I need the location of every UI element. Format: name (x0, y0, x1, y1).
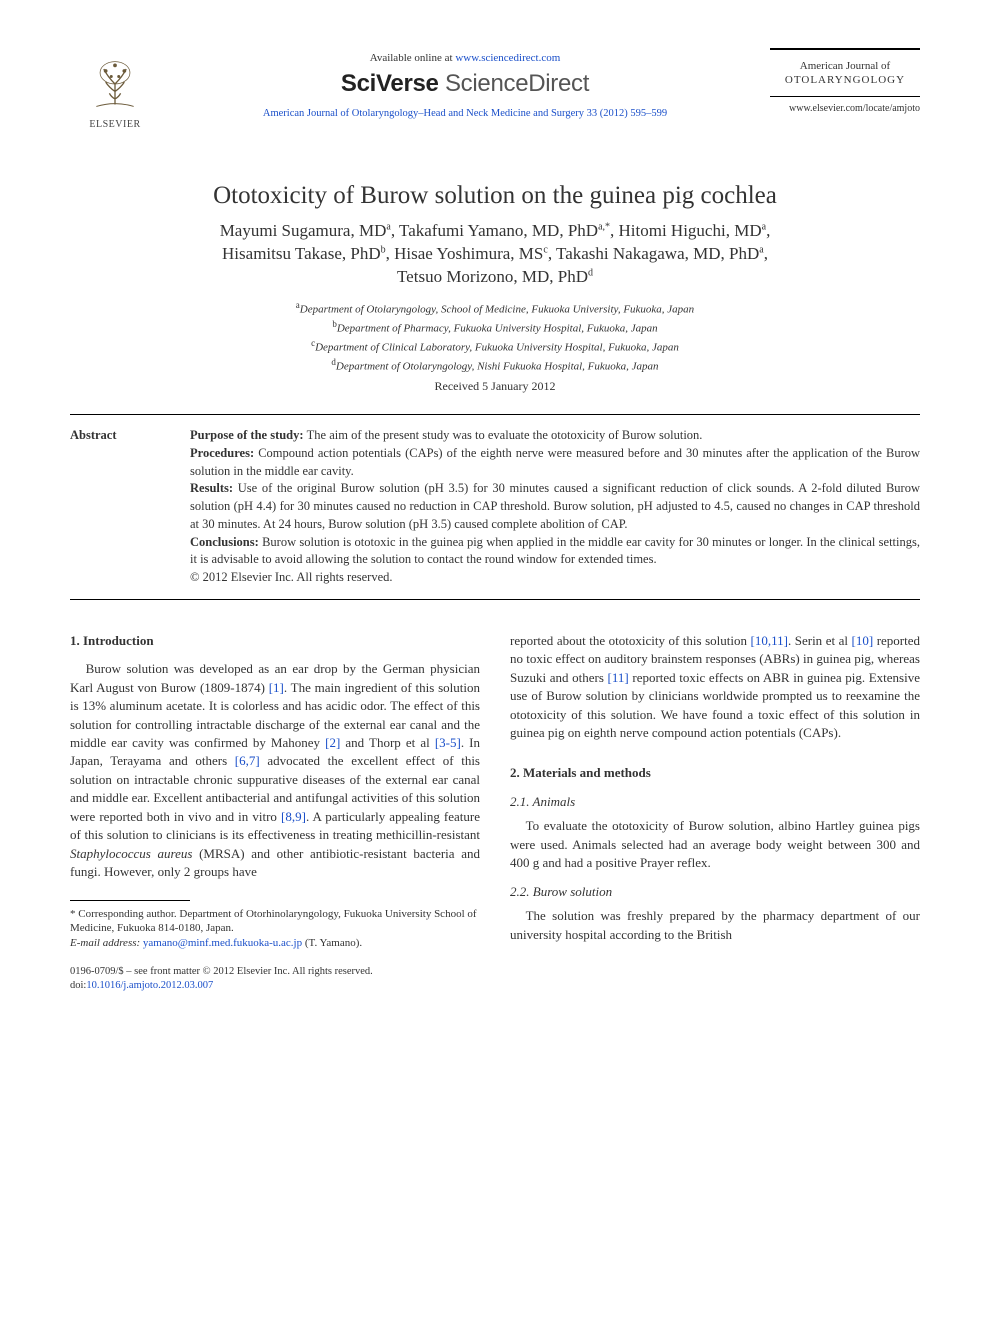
available-online-line: Available online at www.sciencedirect.co… (160, 52, 770, 64)
email-link[interactable]: yamano@minf.med.fukuoka-u.ac.jp (143, 937, 302, 949)
publisher-logo-block: ELSEVIER (70, 48, 160, 130)
citation-link[interactable]: [3-5] (435, 735, 461, 750)
affil-sup: a (762, 221, 766, 232)
brand-strong: SciVerse (341, 70, 445, 97)
text: and Thorp et al (340, 735, 435, 750)
column-left: 1. Introduction Burow solution was devel… (70, 632, 480, 994)
affiliation: Department of Otolaryngology, Nishi Fuku… (336, 361, 659, 373)
locate-url[interactable]: www.elsevier.com/locate/amjoto (770, 103, 920, 114)
journal-citation-line[interactable]: American Journal of Otolaryngology–Head … (160, 108, 770, 119)
animals-paragraph: To evaluate the ototoxicity of Burow sol… (510, 817, 920, 872)
abstract-purpose-heading: Purpose of the study: (190, 428, 307, 442)
elsevier-tree-icon (87, 56, 143, 112)
authors-block: Mayumi Sugamura, MD a , Takafumi Yamano, M… (115, 220, 875, 289)
affiliation: Department of Otolaryngology, School of … (300, 303, 694, 315)
section-2-title: 2. Materials and methods (510, 764, 920, 782)
email-label: E-mail address: (70, 937, 143, 949)
abstract-results-text: Use of the original Burow solution (pH 3… (190, 481, 920, 531)
citation-link[interactable]: [11] (608, 670, 629, 685)
journal-name-line1: American Journal of (770, 60, 920, 74)
platform-brand: SciVerse ScienceDirect (160, 70, 770, 98)
citation-link[interactable]: [8,9] (281, 809, 306, 824)
abstract-body: Purpose of the study: The aim of the pre… (190, 427, 920, 587)
front-matter-line: 0196-0709/$ – see front matter © 2012 El… (70, 965, 480, 979)
doi-prefix: doi: (70, 980, 86, 991)
author: Hisamitsu Takase, PhD (222, 244, 381, 263)
author: Tetsuo Morizono, MD, PhD (397, 267, 588, 286)
author: , Takashi Nakagawa, MD, PhD (548, 244, 759, 263)
abstract-procedures-text: Compound action potentials (CAPs) of the… (190, 446, 920, 478)
affiliations-block: aDepartment of Otolaryngology, School of… (70, 299, 920, 375)
journal-header: ELSEVIER Available online at www.science… (70, 48, 920, 130)
text: . Serin et al (788, 633, 852, 648)
text: reported about the ototoxicity of this s… (510, 633, 751, 648)
available-prefix: Available online at (370, 52, 456, 64)
abstract-conclusions-heading: Conclusions: (190, 535, 262, 549)
body-columns: 1. Introduction Burow solution was devel… (70, 632, 920, 994)
citation-link[interactable]: [10,11] (751, 633, 788, 648)
section-2-2-title: 2.2. Burow solution (510, 883, 920, 901)
doi-link[interactable]: 10.1016/j.amjoto.2012.03.007 (86, 980, 213, 991)
footnote-rule (70, 900, 190, 901)
citation-link[interactable]: [2] (325, 735, 340, 750)
email-tail: (T. Yamano). (302, 937, 362, 949)
header-center: Available online at www.sciencedirect.co… (160, 48, 770, 119)
citation-link[interactable]: [6,7] (235, 753, 260, 768)
section-2-1-title: 2.1. Animals (510, 793, 920, 811)
species-name: Staphylococcus aureus (70, 846, 192, 861)
affil-sup: a,* (598, 221, 610, 232)
affil-sup: a (759, 244, 763, 255)
abstract-purpose-text: The aim of the present study was to eval… (307, 428, 703, 442)
corr-author-text: * Corresponding author. Department of Ot… (70, 907, 480, 937)
copyright-footer: 0196-0709/$ – see front matter © 2012 El… (70, 965, 480, 993)
affiliation: Department of Clinical Laboratory, Fukuo… (315, 342, 679, 354)
journal-title-block: American Journal of OTOLARYNGOLOGY www.e… (770, 48, 920, 114)
sciencedirect-link[interactable]: www.sciencedirect.com (455, 52, 560, 64)
column-right: reported about the ototoxicity of this s… (510, 632, 920, 994)
abstract-results-heading: Results: (190, 481, 238, 495)
received-date: Received 5 January 2012 (70, 379, 920, 394)
rule-bottom (770, 96, 920, 97)
journal-name-line2: OTOLARYNGOLOGY (770, 74, 920, 86)
intro-paragraph: Burow solution was developed as an ear d… (70, 660, 480, 881)
author: Mayumi Sugamura, MD (220, 221, 387, 240)
publisher-name: ELSEVIER (70, 119, 160, 130)
brand-light: ScienceDirect (445, 70, 589, 97)
abstract-copyright: © 2012 Elsevier Inc. All rights reserved… (190, 570, 393, 584)
rule-top (770, 48, 920, 50)
burow-solution-paragraph: The solution was freshly prepared by the… (510, 907, 920, 944)
section-1-title: 1. Introduction (70, 632, 480, 650)
abstract-procedures-heading: Procedures: (190, 446, 258, 460)
article-title: Ototoxicity of Burow solution on the gui… (70, 182, 920, 210)
author: , Hitomi Higuchi, MD (610, 221, 762, 240)
citation-link[interactable]: [1] (269, 680, 284, 695)
abstract-label: Abstract (70, 427, 190, 587)
author: , Hisae Yoshimura, MS (386, 244, 544, 263)
affiliation: Department of Pharmacy, Fukuoka Universi… (337, 323, 658, 335)
author: , Takafumi Yamano, MD, PhD (391, 221, 598, 240)
abstract-conclusions-text: Burow solution is ototoxic in the guinea… (190, 535, 920, 567)
intro-continuation: reported about the ototoxicity of this s… (510, 632, 920, 743)
affil-sup: d (588, 267, 593, 278)
abstract-box: Abstract Purpose of the study: The aim o… (70, 414, 920, 600)
citation-link[interactable]: [10] (852, 633, 874, 648)
corresponding-author-footnote: * Corresponding author. Department of Ot… (70, 907, 480, 952)
